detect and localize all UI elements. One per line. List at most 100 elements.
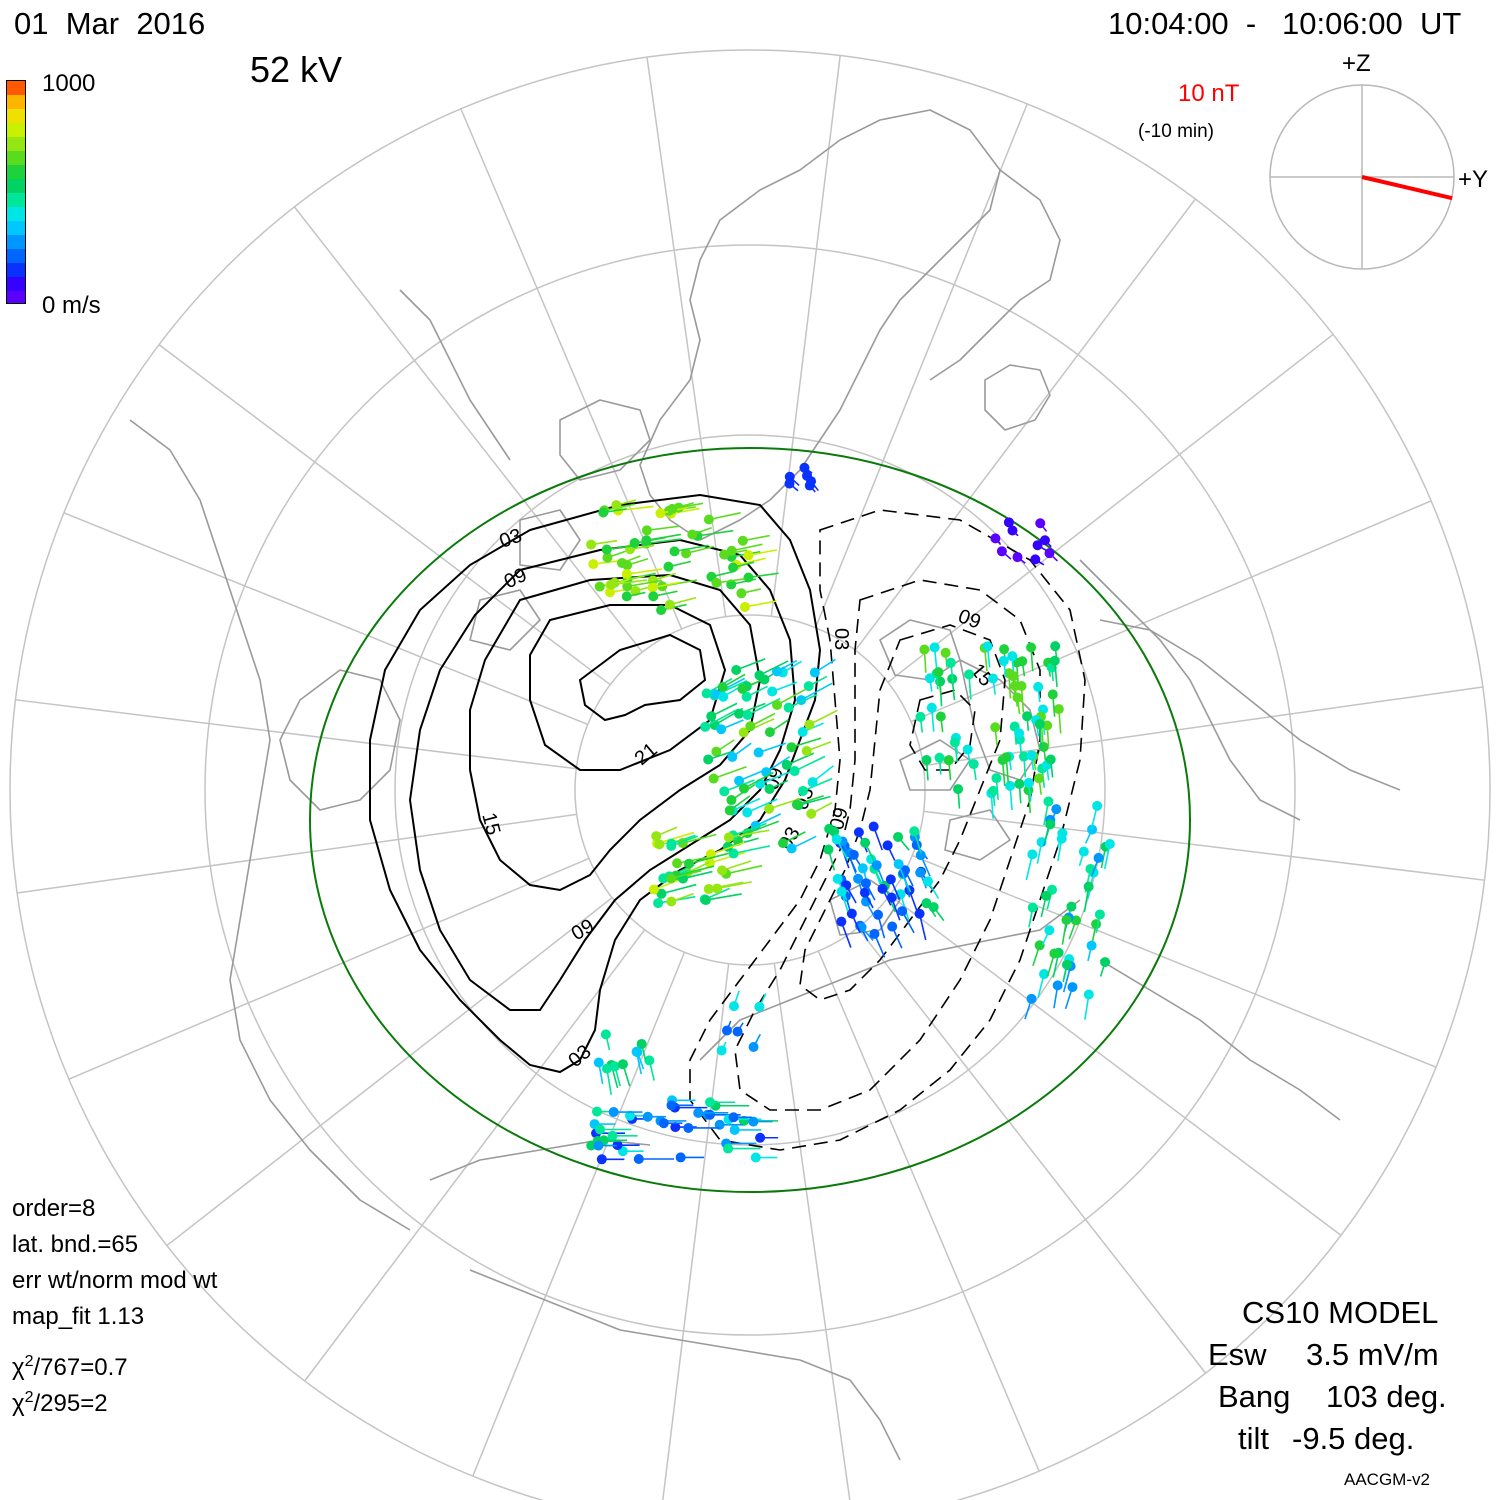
velocity-vector-origin (666, 896, 677, 907)
velocity-vector-origin (1041, 890, 1052, 901)
velocity-colorbar (6, 80, 26, 304)
longitude-line (857, 927, 1207, 1374)
velocity-vector-origin (734, 775, 745, 786)
greenland-east (929, 169, 1061, 381)
velocity-vector (788, 693, 818, 709)
velocity-vector-origin (771, 666, 782, 677)
velocity-vector-origin (598, 507, 609, 518)
velocity-vector-origin (723, 832, 734, 843)
velocity-vector-origin (621, 569, 632, 580)
velocity-vector-origin (1051, 804, 1062, 815)
velocity-vector (627, 579, 662, 588)
velocity-vector-origin (712, 883, 723, 894)
velocity-vector-origin (666, 873, 677, 884)
velocity-vector-origin (586, 539, 597, 550)
velocity-vector-origin (915, 711, 926, 722)
velocity-vector-origin (672, 858, 683, 869)
velocity-vector-origin (1027, 849, 1038, 860)
velocity-vector (653, 877, 683, 891)
velocity-vector-origin (988, 785, 999, 796)
velocity-vector-origin (1043, 796, 1054, 807)
velocity-vector (714, 707, 744, 726)
velocity-vector-origin (700, 895, 711, 906)
velocity-vector-origin (764, 803, 775, 814)
velocity-vector-origin (804, 480, 815, 491)
velocity-vector-origin (1061, 914, 1072, 925)
velocity-vector-origin (893, 831, 904, 842)
velocity-vector-origin (996, 546, 1007, 557)
velocity-vector (748, 572, 779, 579)
longitude-line (910, 500, 1432, 723)
iceland-coast (984, 364, 1051, 431)
fit-chi-2: χ2/295=2 (12, 1390, 108, 1416)
velocity-vector-origin (799, 462, 810, 473)
velocity-vector-origin (670, 1122, 681, 1133)
longitude-line (923, 686, 1483, 767)
velocity-vector-origin (612, 1140, 623, 1151)
velocity-vector-origin (803, 681, 814, 692)
velocity-vector-origin (608, 1107, 619, 1118)
velocity-vector (708, 512, 741, 521)
velocity-vector-origin (654, 839, 665, 850)
time-range-label: 10:04:00 - 10:06:00 UT (1108, 6, 1462, 41)
eurasia-coast (1099, 619, 1401, 791)
velocity-vector-origin (786, 742, 797, 753)
velocity-vector (725, 864, 763, 875)
velocity-vector-origin (943, 755, 954, 766)
colorbar-segment (7, 207, 25, 221)
colorbar-segment (7, 81, 25, 95)
velocity-vector-origin (1104, 838, 1115, 849)
velocity-vector-origin (669, 546, 680, 557)
date-label: 01 Mar 2016 (14, 6, 206, 41)
velocity-vector-origin (857, 863, 868, 874)
velocity-vector-origin (738, 727, 749, 738)
velocity-vector-origin (764, 783, 775, 794)
model-name: CS10 MODEL (1242, 1295, 1439, 1330)
velocity-vector-origin (658, 1118, 669, 1129)
velocity-vector-origin (764, 727, 775, 738)
velocity-vector-origin (738, 1115, 749, 1126)
velocity-vector-origin (706, 711, 717, 722)
longitude-spokes (15, 55, 1485, 1500)
velocity-vector (802, 777, 833, 792)
longitude-line (923, 810, 1485, 881)
velocity-vector (661, 883, 697, 895)
velocity-vector-origin (716, 1045, 727, 1056)
velocity-vector-origin (990, 722, 1001, 733)
velocity-vector-origin (606, 579, 617, 590)
longitude-line (158, 344, 611, 686)
colorbar-segment (7, 151, 25, 165)
velocity-vector-origin (705, 1097, 716, 1108)
velocity-vector-origin (732, 1026, 743, 1037)
velocity-vector-origin (733, 708, 744, 719)
velocity-vector-origin (624, 1110, 635, 1121)
velocity-vector-origin (1094, 909, 1105, 920)
colorbar-segment (7, 95, 25, 109)
velocity-vector-origin (882, 840, 893, 851)
velocity-vector-origin (596, 1154, 607, 1165)
velocity-vector (732, 822, 767, 837)
velocity-vector-origin (1039, 535, 1050, 546)
velocity-vector-origin (1022, 711, 1033, 722)
imf-clock-dial (1269, 84, 1455, 270)
velocity-vector-origin (1026, 993, 1037, 1004)
velocity-vector (759, 660, 789, 677)
velocity-vector-origin (727, 751, 738, 762)
colorbar-segment (7, 179, 25, 193)
velocity-vector (646, 525, 680, 532)
velocity-vector-origin (1034, 719, 1045, 730)
velocity-vector-origin (666, 840, 677, 851)
velocity-vector-origin (860, 837, 871, 848)
velocity-vector-origin (781, 759, 792, 770)
velocity-vector-origin (1042, 720, 1053, 731)
velocity-vector-origin (1035, 518, 1046, 529)
velocity-vector-origin (593, 1057, 604, 1068)
velocity-vector-origin (717, 682, 728, 693)
velocity-vector-origin (802, 470, 813, 481)
longitude-line (662, 963, 730, 1500)
velocity-vector-origin (1005, 780, 1016, 791)
velocity-vector (724, 779, 755, 793)
velocity-vector (736, 557, 766, 566)
velocity-vector-origin (1032, 540, 1043, 551)
velocity-vector-origin (1052, 980, 1063, 991)
